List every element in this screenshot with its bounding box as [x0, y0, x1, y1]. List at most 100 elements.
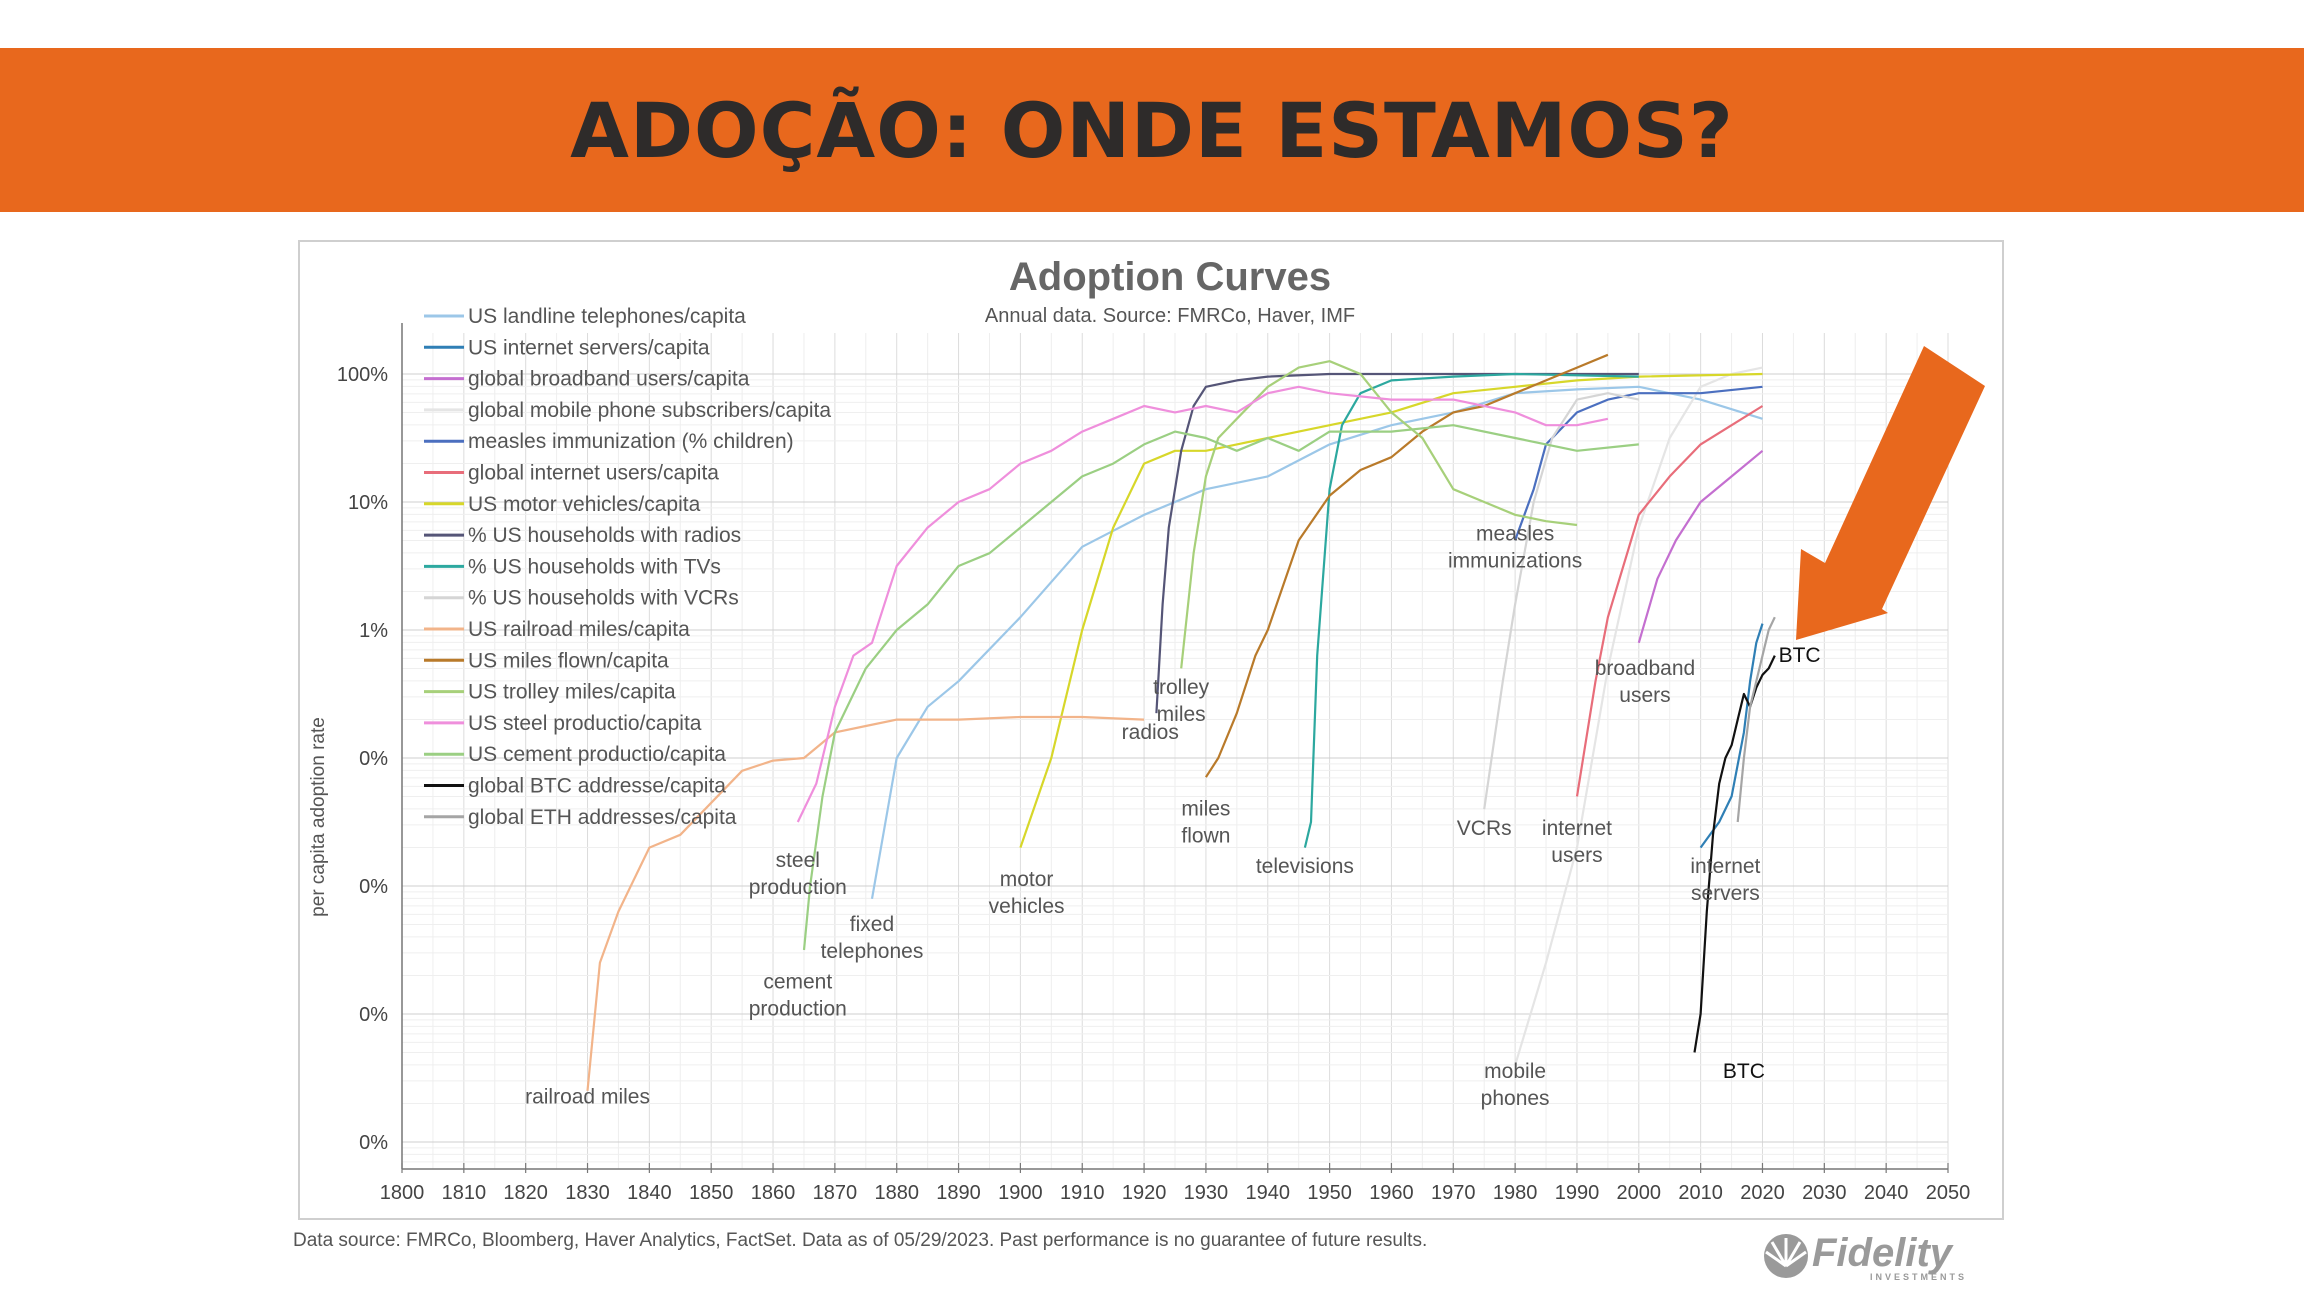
annotation: BTC [1779, 644, 1821, 667]
annotation-line: steel [776, 849, 820, 872]
legend-item-label: US steel productio/capita [468, 712, 702, 735]
annotation-line: mobile [1484, 1060, 1546, 1083]
x-tick-label: 1810 [442, 1182, 487, 1204]
x-tick-label: 2040 [1864, 1182, 1909, 1204]
x-tick-label: 1800 [380, 1182, 425, 1204]
x-tick-label: 1990 [1555, 1182, 1600, 1204]
annotation-line: trolley [1153, 676, 1210, 699]
y-tick-label: 10% [348, 492, 388, 514]
y-axis-label: per capita adoption rate [308, 717, 329, 917]
annotation-line: miles [1157, 703, 1206, 726]
legend: US landline telephones/capita US internet… [424, 305, 831, 829]
legend-item-label: global broadband users/capita [468, 368, 750, 391]
series-line [802, 424, 1639, 951]
legend-item-label: global ETH addresses/capita [468, 806, 737, 829]
series-line [1303, 372, 1639, 848]
annotation: BTC [1723, 1060, 1765, 1083]
annotation-line: fixed [850, 913, 894, 936]
annotation: mobile phones [1481, 1060, 1550, 1110]
x-tick-label: 1950 [1307, 1182, 1352, 1204]
series-line [1180, 360, 1578, 669]
legend-item-label: US motor vehicles/capita [468, 493, 701, 516]
x-tick-label: 1940 [1246, 1182, 1291, 1204]
legend-item-label: global BTC addresse/capita [468, 775, 726, 798]
annotation-line: cement [763, 970, 832, 993]
title-banner: ADOÇÃO: ONDE ESTAMOS? [0, 48, 2304, 212]
series-line [1514, 366, 1763, 1066]
series-line [1483, 392, 1640, 810]
grid [401, 333, 1949, 1169]
series-line [1637, 449, 1764, 644]
x-tick-label: 2010 [1678, 1182, 1723, 1204]
x-tick-label: 1980 [1493, 1182, 1538, 1204]
annotation: broadband users [1595, 657, 1695, 707]
annotation: motor vehicles [989, 868, 1065, 918]
annotation: fixed telephones [821, 913, 924, 963]
series-line [1699, 623, 1764, 849]
x-tick-label: 2020 [1740, 1182, 1785, 1204]
x-tick-label: 1880 [874, 1182, 919, 1204]
annotation-line: production [749, 997, 847, 1020]
logo-subtext: INVESTMENTS [1870, 1272, 1967, 1282]
annotation-line: phones [1481, 1087, 1550, 1110]
x-tick-label: 1960 [1369, 1182, 1414, 1204]
series-line [1736, 616, 1776, 823]
legend-item-label: global mobile phone subscribers/capita [468, 399, 831, 422]
series-line [1155, 372, 1639, 714]
annotation: televisions [1256, 855, 1354, 878]
legend-item-label: US railroad miles/capita [468, 618, 690, 641]
fidelity-sunburst-icon [1764, 1234, 1808, 1278]
annotation: steel production [749, 849, 847, 899]
y-tick-label: 100% [337, 364, 388, 386]
annotation: miles flown [1181, 798, 1230, 848]
annotation: internet servers [1690, 855, 1760, 905]
annotation-line: telephones [821, 940, 924, 963]
y-tick-label: 0% [359, 876, 388, 898]
series-line [796, 385, 1609, 823]
logo-text: Fidelity [1812, 1231, 1954, 1275]
legend-item-label: % US households with VCRs [468, 587, 739, 610]
annotation-line: broadband [1595, 657, 1695, 680]
annotation: internet users [1542, 817, 1612, 867]
legend-item-label: % US households with radios [468, 524, 741, 547]
y-tick-label: 0% [359, 1004, 388, 1026]
series-line [1575, 405, 1764, 797]
annotation-line: flown [1181, 825, 1230, 848]
x-tick-label: 1900 [998, 1182, 1043, 1204]
adoption-curves-chart: Adoption Curves Annual data. Source: FMR… [308, 255, 1970, 1204]
series-line [1514, 385, 1763, 541]
chart-frame: Adoption Curves Annual data. Source: FMR… [298, 240, 2004, 1220]
annotation-line: users [1619, 684, 1670, 707]
legend-item-label: US internet servers/capita [468, 336, 710, 359]
annotation: radios [1122, 721, 1179, 744]
x-tick-label: 1930 [1184, 1182, 1229, 1204]
x-tick-label: 1910 [1060, 1182, 1105, 1204]
annotation-line: VCRs [1457, 817, 1512, 840]
legend-item-label: measles immunization (% children) [468, 430, 794, 453]
annotation: VCRs [1457, 817, 1512, 840]
series-line [586, 715, 1145, 1091]
annotations: railroad miles steel production cement produ… [525, 522, 1821, 1110]
legend-item-label: global internet users/capita [468, 462, 719, 485]
legend-item-label: US trolley miles/capita [468, 681, 676, 704]
annotation: railroad miles [525, 1086, 650, 1109]
annotation-line: internet [1542, 817, 1612, 840]
x-tick-label: 1840 [627, 1182, 672, 1204]
x-tick-label: 1850 [689, 1182, 734, 1204]
legend-item-label: % US households with TVs [468, 555, 721, 578]
y-tick-label: 1% [359, 620, 388, 642]
annotation-line: production [749, 876, 847, 899]
series-line [1019, 372, 1763, 848]
annotation-line: measles [1476, 522, 1554, 545]
x-tick-label: 2000 [1617, 1182, 1662, 1204]
series-line [1693, 655, 1776, 1053]
x-tick-label: 1860 [751, 1182, 796, 1204]
y-tick-label: 0% [359, 748, 388, 770]
chart-title: Adoption Curves [1009, 255, 1331, 299]
legend-item-label: US landline telephones/capita [468, 305, 746, 328]
annotation-line: radios [1122, 721, 1179, 744]
series-line [1204, 353, 1609, 778]
series-lines [586, 353, 1776, 1091]
annotation: trolley miles [1153, 676, 1210, 726]
x-tick-label: 1970 [1431, 1182, 1476, 1204]
